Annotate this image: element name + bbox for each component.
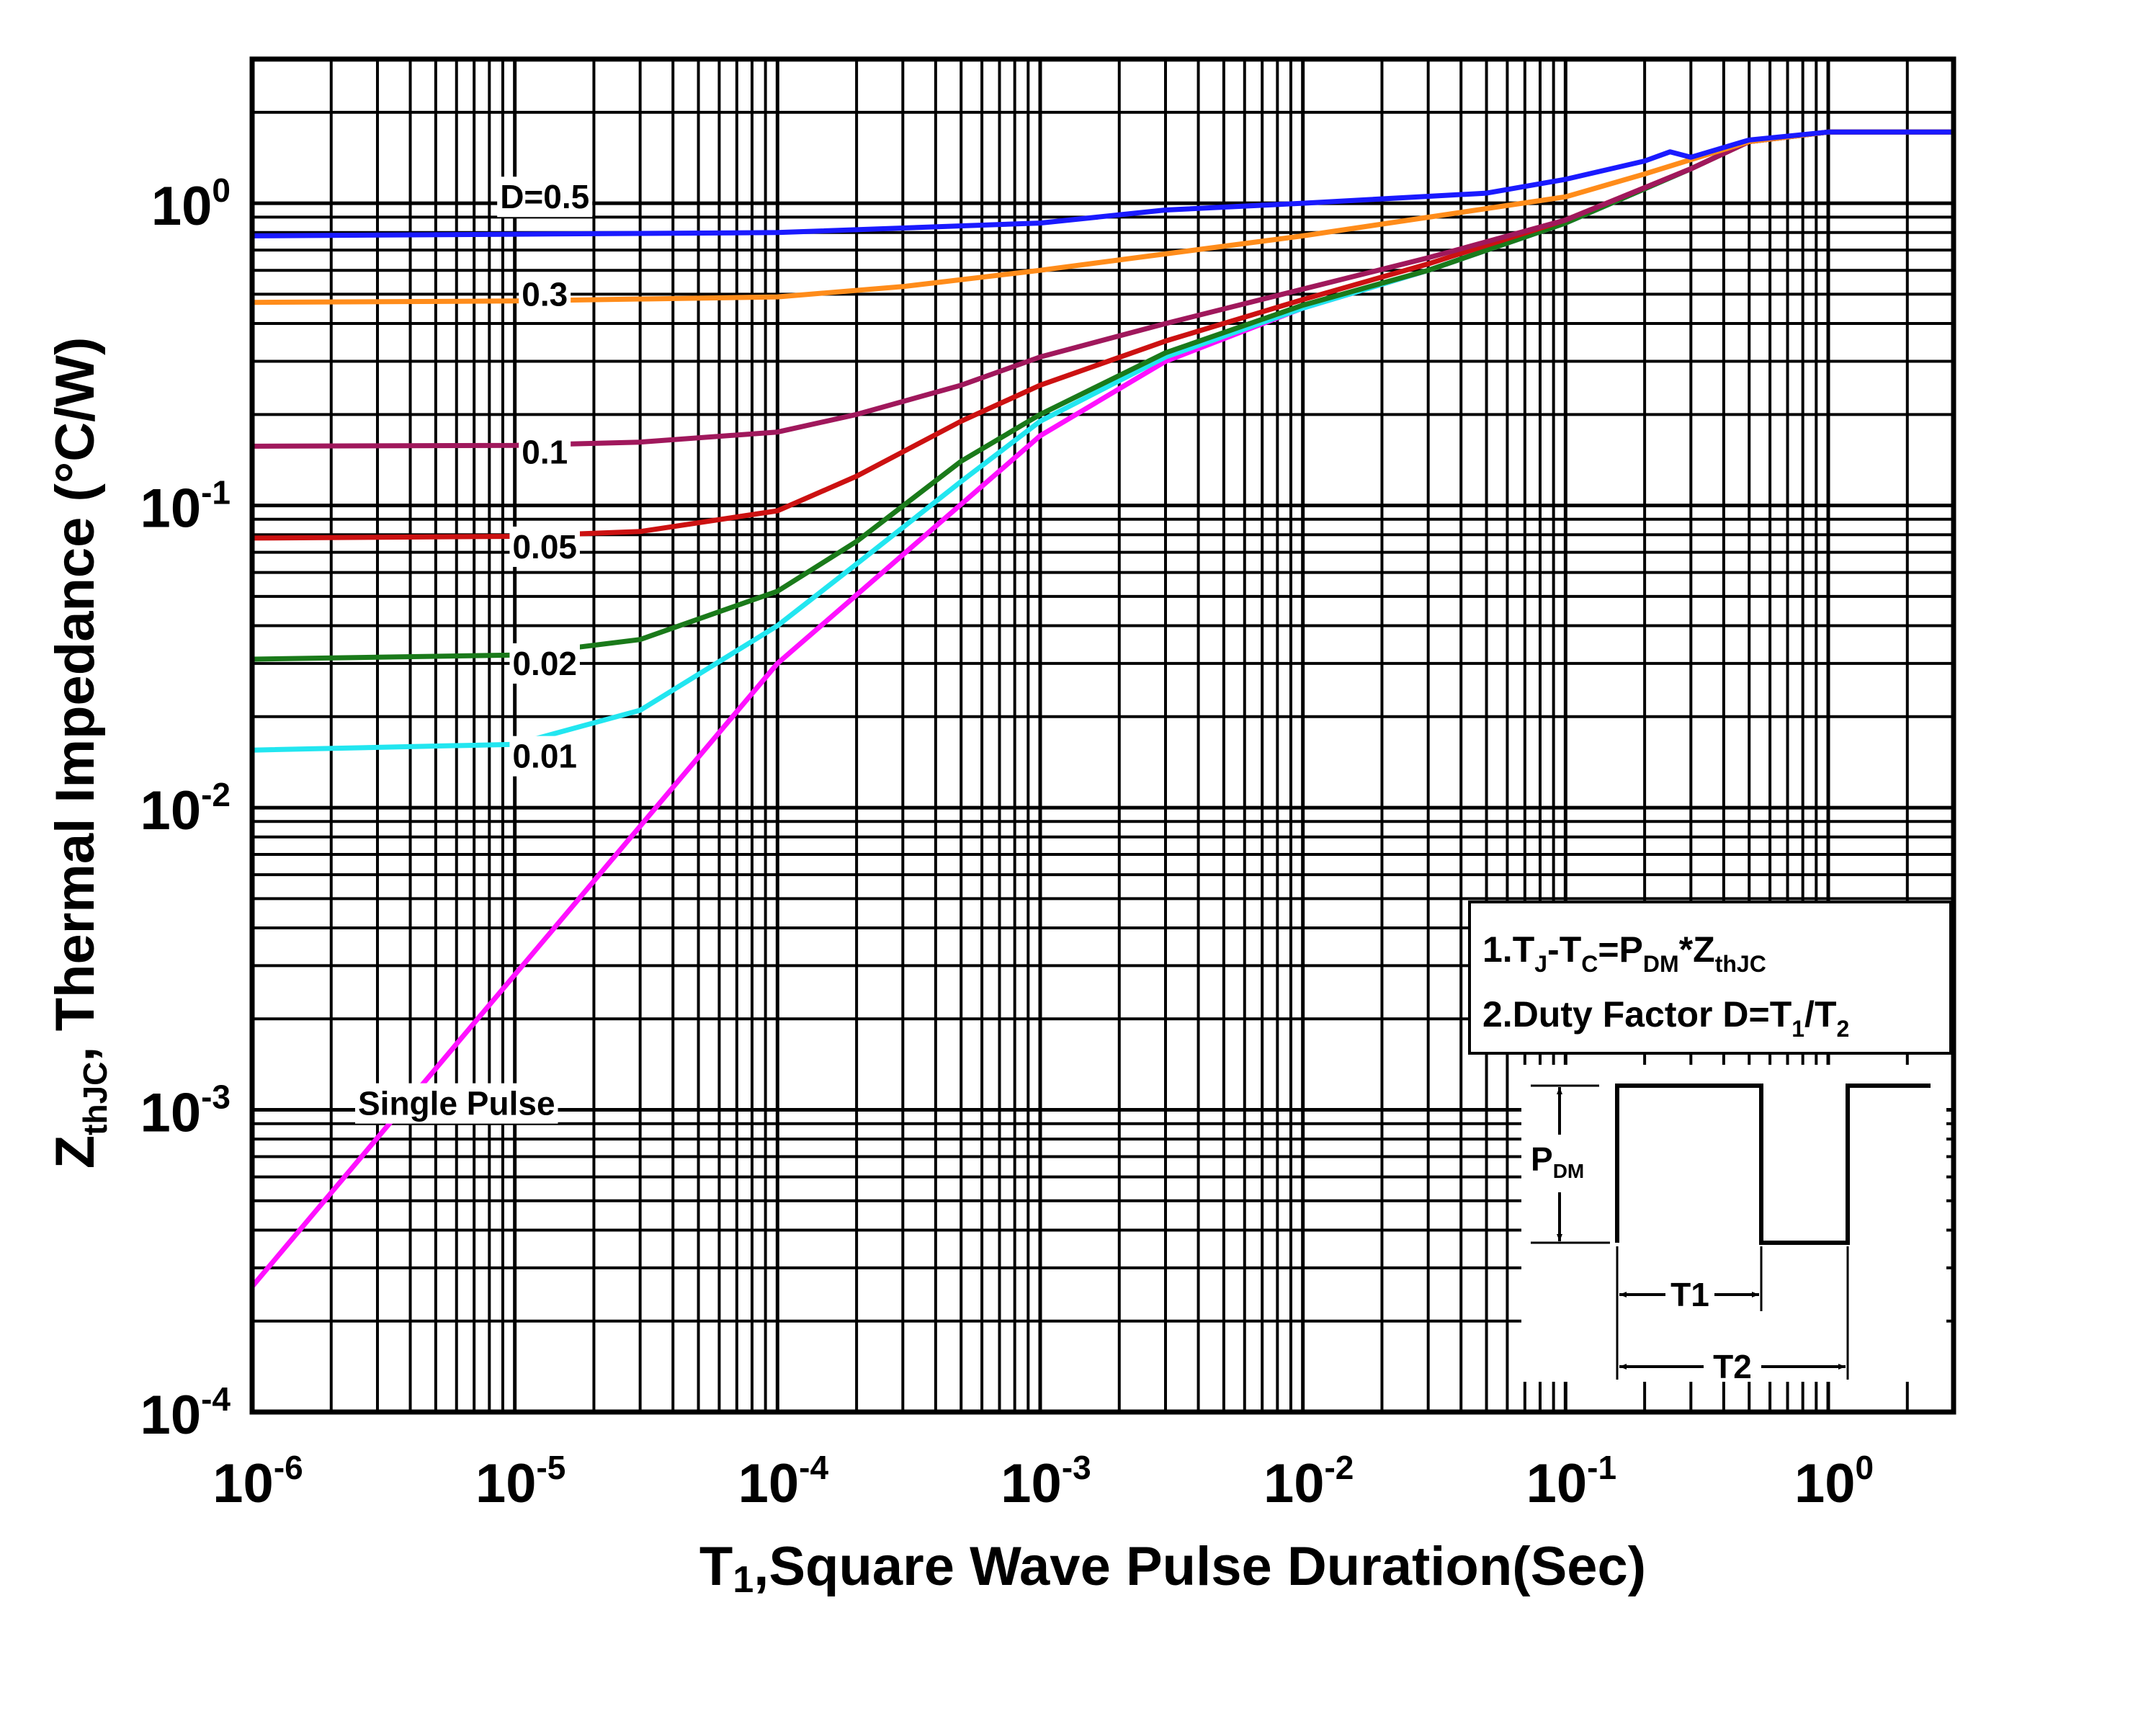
notes-box-frame — [1468, 901, 1952, 1055]
x-axis-title: T1,Square Wave Pulse Duration(Sec) — [699, 1536, 1646, 1601]
series-label-bg — [509, 643, 580, 684]
note-1-d: C — [1581, 951, 1598, 977]
x-axis-title-part: T — [699, 1536, 733, 1597]
note-1-c: -T — [1547, 929, 1581, 970]
series-line-d-0-5 — [252, 129, 1954, 238]
note-2-a: 2.Duty Factor D=T — [1482, 994, 1792, 1035]
series-label-bg — [497, 177, 593, 218]
series-label-bg — [355, 1083, 558, 1124]
x-tick-label: 10-4 — [738, 1449, 829, 1514]
notes-box: 1.TJ-TC=PDM*ZthJC 2.Duty Factor D=T1/T2 — [1468, 901, 1952, 1055]
y-tick-label: 10-2 — [140, 776, 231, 841]
y-axis-title-rest: , Thermal Impedance (°C/W) — [45, 337, 106, 1062]
x-axis-title-sub: 1 — [733, 1559, 753, 1601]
series-label-bg — [519, 274, 571, 315]
note-1-a: 1.T — [1482, 929, 1534, 970]
series-label: 0.02 — [512, 645, 577, 682]
series-label: 0.01 — [512, 738, 577, 775]
series-label-bg — [509, 736, 580, 777]
y-axis-title-sub: thJC — [76, 1062, 114, 1135]
axis-ticks: 10-6 10-5 10-4 10-3 10-2 10-1 100 10-4 10-3 10-2 1… — [140, 171, 1874, 1514]
note-1-e: =P — [1598, 929, 1643, 970]
x-tick-label: 10-2 — [1263, 1449, 1354, 1514]
x-tick-label: 10-5 — [475, 1449, 565, 1514]
note-line-2: 2.Duty Factor D=T1/T2 — [1482, 994, 1849, 1042]
series-label: 0.3 — [522, 275, 568, 313]
series-label: 0.1 — [522, 434, 568, 471]
y-axis-title-part: Z — [45, 1135, 106, 1169]
series-label-bg — [509, 526, 580, 567]
t1-label: T1 — [1670, 1276, 1709, 1313]
duty-waveform-diagram: PDM T1 T2 — [1521, 1065, 1946, 1385]
pdm-label: PDM — [1531, 1140, 1584, 1182]
series-label: D=0.5 — [500, 178, 589, 215]
note-1-b: J — [1534, 951, 1547, 977]
note-1-g: *Z — [1679, 929, 1715, 970]
note-line-1: 1.TJ-TC=PDM*ZthJC — [1482, 929, 1766, 977]
plot-grid — [250, 58, 1955, 1414]
note-1-h: thJC — [1715, 951, 1766, 977]
y-tick-label: 10-1 — [140, 474, 231, 540]
series-label-bg — [519, 432, 571, 473]
series-label: 0.05 — [512, 528, 577, 566]
plot-frame — [249, 56, 1956, 1415]
series-label: Single Pulse — [358, 1085, 555, 1122]
note-2-b: 1 — [1792, 1016, 1804, 1042]
y-tick-label: 10-4 — [140, 1380, 231, 1446]
x-tick-label: 10-6 — [213, 1449, 303, 1514]
note-1-f: DM — [1643, 951, 1679, 977]
pdm-label-sub: DM — [1553, 1160, 1585, 1182]
x-tick-label: 10-3 — [1001, 1449, 1091, 1514]
pdm-label-p: P — [1531, 1140, 1553, 1178]
y-tick-label: 100 — [151, 171, 231, 237]
series-line-0-1 — [252, 129, 1954, 449]
plot-curves — [252, 129, 1954, 1290]
note-2-c: /T — [1804, 994, 1836, 1035]
x-tick-label: 10-1 — [1526, 1449, 1616, 1514]
y-tick-label: 10-3 — [140, 1078, 231, 1144]
note-2-d: 2 — [1836, 1016, 1849, 1042]
pulse-waveform — [1615, 1084, 1931, 1245]
curve-labels: D=0.5 0.3 0.1 0.05 0.02 0.01 Single Pulse — [355, 177, 593, 1124]
t2-label: T2 — [1713, 1348, 1752, 1385]
y-axis-title: ZthJC, Thermal Impedance (°C/W) — [45, 337, 114, 1169]
x-axis-title-rest: ,Square Wave Pulse Duration(Sec) — [753, 1536, 1646, 1597]
x-tick-label: 100 — [1794, 1449, 1874, 1514]
waveform-backdrop — [1521, 1065, 1946, 1382]
